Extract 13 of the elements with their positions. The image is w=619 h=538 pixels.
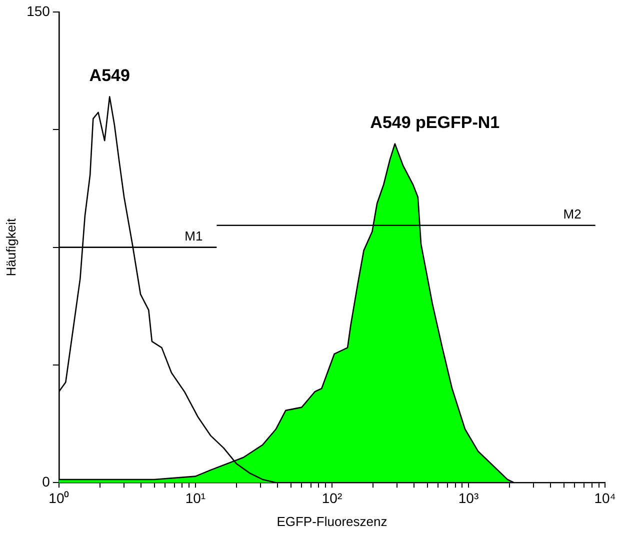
x-tick-label: 10¹ <box>185 490 206 506</box>
y-tick-label: 0 <box>42 473 50 490</box>
series-label: M2 <box>563 206 582 222</box>
x-tick-label: 10⁰ <box>48 490 70 506</box>
x-tick-label: 10³ <box>458 490 479 506</box>
y-axis-title: Häufigkeit <box>3 218 18 276</box>
x-tick-label: 10² <box>322 490 342 506</box>
series-label: M1 <box>184 228 203 244</box>
x-tick-label: 10⁴ <box>594 490 616 506</box>
series-label: A549 pEGFP-N1 <box>370 112 500 132</box>
x-axis-title: EGFP-Fluoreszenz <box>276 514 388 529</box>
y-tick-label: 150 <box>26 2 50 19</box>
series-label: A549 <box>89 66 130 85</box>
